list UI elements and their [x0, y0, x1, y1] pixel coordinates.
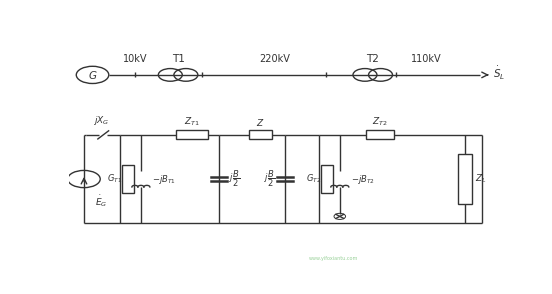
Text: $j\dfrac{B}{2}$: $j\dfrac{B}{2}$ — [229, 169, 240, 189]
Text: $G$: $G$ — [88, 69, 97, 81]
Text: $G_{T2}$: $G_{T2}$ — [306, 173, 321, 185]
Text: 110kV: 110kV — [411, 54, 442, 64]
Text: www.yifoxiantu.com: www.yifoxiantu.com — [309, 255, 358, 260]
Bar — [321, 166, 333, 193]
Text: $j\dfrac{B}{2}$: $j\dfrac{B}{2}$ — [264, 169, 275, 189]
Text: $Z_{T1}$: $Z_{T1}$ — [184, 115, 200, 128]
Text: $Z$: $Z$ — [256, 117, 265, 128]
Bar — [248, 130, 272, 139]
Text: $Z_L$: $Z_L$ — [475, 173, 486, 185]
Text: $\dot{S}_L$: $\dot{S}_L$ — [493, 65, 506, 82]
Text: $-jB_{T2}$: $-jB_{T2}$ — [352, 173, 375, 186]
Text: $-jB_{T1}$: $-jB_{T1}$ — [152, 173, 176, 186]
Bar — [176, 130, 208, 139]
Text: $Z_{T2}$: $Z_{T2}$ — [373, 115, 388, 128]
Bar — [458, 154, 471, 204]
Bar — [367, 130, 394, 139]
Text: $jX_G$: $jX_G$ — [93, 114, 109, 127]
Text: $\dot{E}_G$: $\dot{E}_G$ — [95, 193, 107, 209]
Text: 220kV: 220kV — [259, 54, 290, 64]
Text: $G_{T1}$: $G_{T1}$ — [107, 173, 122, 185]
Bar — [123, 166, 135, 193]
Text: T2: T2 — [367, 54, 379, 64]
Text: T1: T1 — [172, 54, 184, 64]
Text: 10kV: 10kV — [123, 54, 147, 64]
